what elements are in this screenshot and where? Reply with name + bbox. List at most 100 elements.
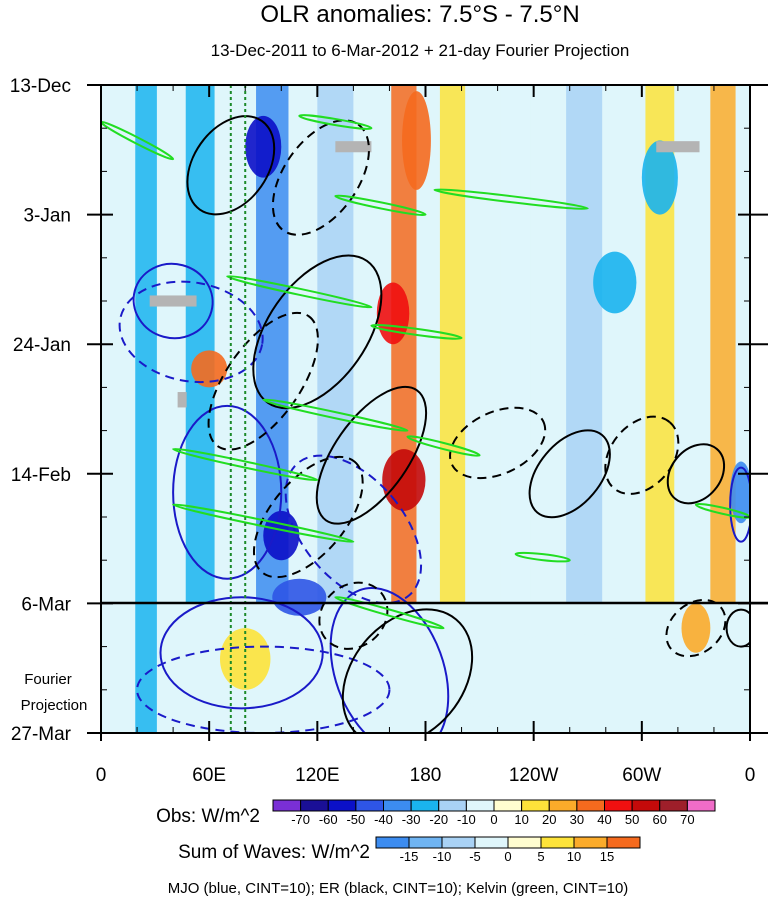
y-tick-label: 24-Jan: [13, 335, 71, 356]
waves-colorbar-swatch: [408, 836, 443, 849]
obs-colorbar-tick-label: -50: [346, 812, 365, 827]
anomaly-blob: [272, 578, 327, 616]
kelvin-contour: [433, 188, 589, 210]
mjo-contour: [159, 596, 324, 710]
obs-colorbar-tick-label: 10: [514, 812, 528, 827]
obs-colorbar-tick-label: 30: [570, 812, 584, 827]
y-tick-label: 3-Jan: [23, 206, 71, 227]
kelvin-contour: [101, 120, 175, 161]
waves-colorbar-swatch: [474, 836, 509, 849]
reference-longitude-lines: [229, 85, 247, 733]
chart-subtitle: 13-Dec-2011 to 6-Mar-2012 + 21-day Fouri…: [211, 41, 630, 60]
er-contour: [604, 415, 680, 495]
obs-colorbar-swatch: [659, 799, 688, 812]
waves-colorbar-label: Sum of Waves: W/m^2: [178, 842, 370, 863]
kelvin-contours: [101, 114, 750, 630]
obs-colorbar-swatch: [465, 799, 495, 812]
x-tick-label: 60W: [622, 765, 661, 786]
obs-colorbar-label: Obs: W/m^2: [156, 806, 260, 827]
obs-colorbar-tick-label: -30: [402, 812, 421, 827]
obs-colorbar-tick-label: 20: [542, 812, 556, 827]
chart-title: OLR anomalies: 7.5°S - 7.5°N: [260, 1, 579, 28]
anomaly-blob: [382, 449, 426, 511]
y-tick-label: 14-Feb: [11, 465, 71, 486]
waves-colorbar-tick-label: 10: [567, 849, 581, 864]
er-contour: [725, 608, 750, 648]
anomaly-band: [185, 85, 215, 604]
mjo-contour: [118, 280, 264, 384]
obs-colorbar-tick-label: 50: [625, 812, 639, 827]
waves-colorbar-swatch: [606, 836, 641, 849]
obs-colorbar-swatch: [383, 799, 412, 812]
fourier-label-line2: Projection: [21, 697, 88, 714]
wave-legend-footer: MJO (blue, CINT=10); ER (black, CINT=10)…: [168, 880, 629, 897]
kelvin-contour: [334, 595, 445, 630]
kelvin-contour: [406, 435, 481, 457]
anomaly-blob: [402, 91, 431, 190]
anomaly-blobs: [191, 91, 750, 733]
obs-colorbar-tick-label: -20: [429, 812, 448, 827]
missing-data-patch: [149, 295, 197, 307]
obs-colorbar-tick-label: 0: [490, 812, 497, 827]
mjo-contour: [172, 404, 283, 580]
waves-colorbar-swatch: [573, 836, 608, 849]
anomaly-blob: [263, 510, 300, 561]
obs-colorbar-swatch: [493, 799, 523, 812]
anomaly-blob: [191, 350, 228, 388]
x-tick-label: 120E: [295, 765, 339, 786]
anomaly-blob: [681, 603, 711, 653]
obs-colorbar: Obs: W/m^2 -70 -60 -50 -40 -30 -20 -10 0 10 20 30 4…: [156, 799, 716, 827]
mjo-contour: [132, 262, 214, 340]
kelvin-contour: [172, 447, 319, 482]
missing-data-patch: [335, 141, 372, 153]
waves-colorbar-tick-label: 5: [537, 849, 544, 864]
er-contour: [186, 115, 276, 216]
obs-colorbar-swatch: [548, 799, 578, 812]
kelvin-contour: [298, 114, 373, 130]
kelvin-contour: [334, 194, 427, 217]
er-contour: [252, 455, 364, 579]
obs-colorbar-tick-label: 60: [653, 812, 667, 827]
missing-data-patch: [177, 392, 187, 408]
obs-colorbar-tick-label: -10: [457, 812, 476, 827]
er-contour: [528, 429, 611, 519]
er-contour: [666, 443, 726, 505]
mjo-contour: [329, 587, 450, 733]
er-contour: [665, 598, 727, 658]
waves-colorbar-swatch: [507, 836, 542, 849]
obs-colorbar-swatch: [604, 799, 633, 812]
waves-colorbar-tick-label: -10: [433, 849, 452, 864]
x-tick-label: 180: [410, 765, 442, 786]
obs-colorbar-swatch: [521, 799, 550, 812]
waves-colorbar-swatch: [375, 836, 410, 849]
x-tick-label: 60E: [192, 765, 226, 786]
obs-colorbar-swatch: [410, 799, 440, 812]
anomaly-blob: [380, 665, 453, 727]
anomaly-blob: [461, 634, 678, 733]
obs-colorbar-tick-label: -60: [319, 812, 338, 827]
mjo-contour: [284, 454, 423, 605]
anomaly-blob: [245, 115, 282, 178]
er-contour: [252, 254, 383, 410]
er-contour: [341, 608, 474, 733]
obs-colorbar-tick-label: 70: [680, 812, 694, 827]
obs-colorbar-swatch: [576, 799, 605, 812]
obs-colorbar-tick-label: -40: [374, 812, 393, 827]
missing-data-patch: [656, 141, 700, 153]
anomaly-band: [439, 85, 466, 604]
kelvin-contour: [172, 503, 355, 543]
x-axis: 0 60E 120E 180 120W 60W 0: [96, 85, 755, 786]
waves-colorbar-tick-label: 15: [600, 849, 614, 864]
y-axis: 13-Dec 3-Jan 24-Jan 14-Feb 6-Mar 27-Mar: [10, 76, 768, 745]
er-contour: [449, 406, 547, 480]
y-tick-label: 27-Mar: [11, 724, 72, 745]
anomaly-band: [566, 85, 603, 604]
anomaly-bands: [135, 85, 736, 733]
obs-colorbar-tick-label: -70: [291, 812, 310, 827]
anomaly-blob: [730, 461, 750, 524]
obs-colorbar-swatch: [300, 799, 329, 812]
waves-colorbar-swatch: [540, 836, 575, 849]
waves-colorbar-tick-label: -5: [469, 849, 481, 864]
obs-colorbar-tick-label: 40: [597, 812, 611, 827]
